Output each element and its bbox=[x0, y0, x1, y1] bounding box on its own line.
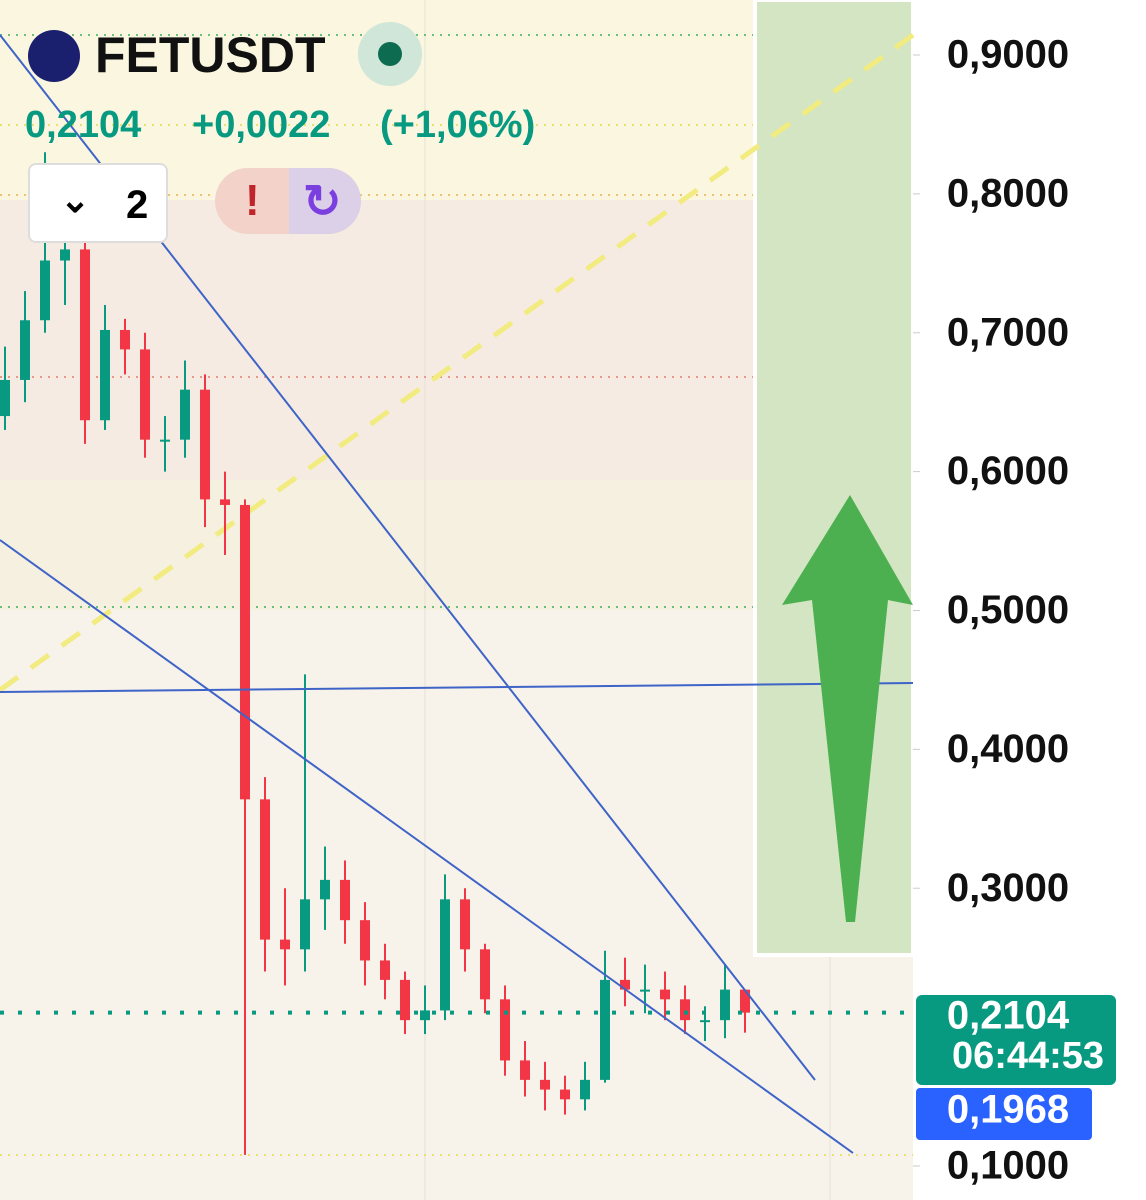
candle-body bbox=[600, 979, 610, 1080]
low-badge bbox=[916, 1088, 1092, 1140]
candle-body bbox=[540, 1079, 550, 1090]
change-pct: (+1,06%) bbox=[380, 104, 536, 146]
alerts[interactable]: ! ↻ bbox=[215, 168, 361, 234]
candle-body bbox=[360, 920, 370, 961]
candle-body bbox=[240, 504, 250, 800]
candle-body bbox=[80, 249, 90, 421]
y-tick-label: 0,8000 bbox=[947, 171, 1069, 215]
y-tick-label: 0,3000 bbox=[947, 866, 1069, 910]
interval: 2 bbox=[126, 183, 149, 227]
candle-body bbox=[660, 989, 670, 1000]
y-tick-label: 0,5000 bbox=[947, 588, 1069, 632]
candle-body bbox=[480, 949, 490, 1000]
candle-body bbox=[700, 1020, 710, 1023]
candles bbox=[0, 152, 750, 1155]
price-badge bbox=[916, 995, 1116, 1085]
y-tick-label: 0,4000 bbox=[947, 727, 1069, 771]
interval-select[interactable]: ⌄ 2 bbox=[28, 163, 168, 243]
candle-body bbox=[320, 879, 330, 900]
candle-body bbox=[120, 329, 130, 350]
candle-body bbox=[180, 389, 190, 440]
candle-body bbox=[380, 960, 390, 980]
y-tick-label: 0,6000 bbox=[947, 449, 1069, 493]
candle-body bbox=[740, 989, 750, 1013]
candle-body bbox=[680, 999, 690, 1021]
candle-body bbox=[620, 979, 630, 990]
target-box bbox=[753, 0, 915, 957]
countdown: 06:44:53 bbox=[952, 1035, 1104, 1077]
candle-body bbox=[280, 939, 290, 950]
trendline bbox=[0, 539, 854, 1154]
current-price-label: 0,2104 bbox=[947, 994, 1070, 1038]
y-tick-label: 0,7000 bbox=[947, 310, 1069, 354]
candle-body bbox=[160, 439, 170, 442]
candle-body bbox=[260, 799, 270, 940]
candle-body bbox=[220, 499, 230, 505]
change: +0,0022 bbox=[192, 104, 331, 146]
candle-body bbox=[0, 379, 10, 417]
candle-body bbox=[560, 1089, 570, 1100]
trendline bbox=[0, 682, 914, 693]
candle-body bbox=[440, 899, 450, 1011]
symbol-icon bbox=[28, 30, 80, 82]
low-price-label: 0,1968 bbox=[947, 1088, 1069, 1132]
status bbox=[358, 22, 422, 86]
candle-body bbox=[40, 260, 50, 321]
candle-body bbox=[140, 349, 150, 440]
candle-body bbox=[200, 389, 210, 500]
candle-body bbox=[60, 249, 70, 261]
candle-body bbox=[100, 329, 110, 421]
candle-body bbox=[460, 899, 470, 950]
y-tick-label: 0,9000 bbox=[947, 33, 1069, 77]
candle-body bbox=[720, 989, 730, 1021]
symbol: FETUSDT bbox=[95, 27, 326, 83]
candle-body bbox=[640, 989, 650, 992]
candle-body bbox=[520, 1060, 530, 1080]
last-price: 0,2104 bbox=[25, 104, 142, 146]
candle-body bbox=[420, 1010, 430, 1021]
candle-body bbox=[300, 899, 310, 950]
candle-body bbox=[340, 879, 350, 921]
candle-body bbox=[500, 999, 510, 1061]
y-tick-label: 0,1000 bbox=[947, 1144, 1069, 1188]
candle-body bbox=[20, 320, 30, 380]
candle-body bbox=[400, 979, 410, 1021]
arrow bbox=[782, 495, 913, 922]
candle-body bbox=[580, 1079, 590, 1100]
